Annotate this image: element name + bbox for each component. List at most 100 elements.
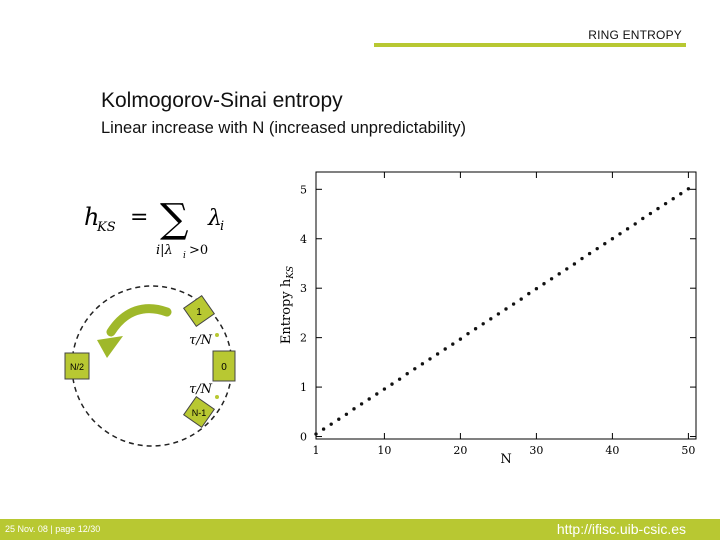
data-point: [314, 432, 318, 436]
header-accent-line: [374, 43, 686, 47]
data-point: [625, 227, 630, 231]
y-tick-label: 2: [300, 332, 307, 345]
y-axis-label: Entropy hKS: [279, 266, 296, 344]
data-point: [656, 206, 660, 211]
data-point: [618, 232, 622, 236]
formula-condition: i|λ: [156, 243, 173, 258]
data-point: [603, 241, 607, 246]
x-tick-label: 10: [377, 444, 391, 457]
formula-condition-subscript: i: [183, 251, 186, 261]
delay-label-bottom: τ/N: [189, 382, 213, 397]
data-point: [443, 347, 447, 351]
data-point: [549, 277, 554, 281]
delay-label-top: τ/N: [189, 333, 213, 348]
rotation-arrow: [106, 304, 172, 337]
x-axis-label: N: [500, 452, 511, 467]
data-point: [633, 222, 637, 226]
data-point: [435, 352, 440, 356]
x-tick-label: 50: [681, 444, 695, 457]
data-point: [572, 262, 577, 266]
y-axis-label-subscript: KS: [286, 266, 296, 280]
footer-date-page: 25 Nov. 08 | page 12/30: [5, 524, 101, 534]
ring-joint-dot: [215, 333, 219, 337]
data-point: [390, 382, 394, 386]
data-point: [337, 417, 341, 421]
data-point: [382, 387, 387, 391]
data-point: [686, 187, 691, 191]
ring-node-1: 1: [182, 294, 216, 328]
x-tick-label: 20: [453, 444, 467, 457]
data-point: [420, 362, 425, 366]
data-point: [671, 197, 675, 201]
data-point: [481, 322, 485, 326]
data-point: [595, 246, 599, 251]
data-point: [413, 367, 417, 371]
data-point: [587, 251, 592, 256]
formula-term: λ: [207, 206, 222, 231]
slide-title: Kolmogorov-Sinai entropy: [101, 89, 343, 112]
formula-lhs: h: [84, 203, 99, 231]
svg-text:N/2: N/2: [70, 362, 84, 372]
data-point: [610, 237, 615, 241]
data-point: [489, 317, 493, 321]
data-point: [329, 422, 333, 426]
data-point: [534, 286, 539, 291]
y-tick-label: 3: [300, 282, 307, 295]
data-point: [504, 307, 508, 311]
x-tick-label: 40: [605, 444, 619, 457]
data-point: [473, 327, 478, 331]
data-point: [451, 342, 455, 346]
formula-lhs-subscript: KS: [96, 220, 116, 235]
y-tick-label: 1: [300, 381, 307, 394]
svg-text:0: 0: [221, 362, 227, 373]
data-point: [321, 427, 326, 431]
svg-text:N-1: N-1: [192, 408, 207, 418]
plot-frame: [315, 171, 697, 440]
y-tick-label: 4: [300, 233, 307, 246]
data-point: [565, 267, 569, 271]
svg-text:1: 1: [196, 307, 202, 318]
data-point: [405, 372, 409, 376]
data-point: [359, 402, 364, 406]
y-axis-label-text: Entropy h: [279, 278, 294, 344]
section-label: RING ENTROPY: [588, 28, 682, 42]
y-tick-label: 0: [300, 431, 307, 444]
data-point: [466, 331, 470, 336]
data-point: [527, 291, 531, 296]
svg-text:Entropy hKS: Entropy hKS: [279, 266, 296, 344]
data-point: [580, 256, 584, 261]
data-point: [397, 377, 402, 381]
data-point: [648, 211, 653, 216]
rotation-arrow-head: [97, 336, 123, 358]
ring-node-n2: N/2: [64, 352, 90, 380]
data-point: [542, 282, 546, 286]
formula-sum-symbol: ∑: [160, 196, 189, 242]
data-point: [519, 297, 523, 301]
ring-joint-dot: [215, 395, 219, 399]
data-point: [375, 392, 379, 396]
ring-diagram: 1 0 N/2 N-1 τ/N τ/N: [64, 285, 236, 447]
data-point: [367, 397, 371, 401]
data-point: [679, 192, 683, 196]
data-point: [663, 201, 668, 206]
y-tick-label: 5: [300, 183, 307, 196]
data-point: [641, 216, 645, 221]
data-point: [352, 407, 356, 411]
footer-url[interactable]: http://ifisc.uib-csic.es: [556, 521, 686, 537]
x-tick-label: 1: [313, 444, 320, 457]
formula-condition-tail: >0: [189, 243, 208, 258]
data-point: [511, 302, 516, 306]
x-tick-label: 30: [529, 444, 543, 457]
formula-equals: =: [130, 205, 148, 230]
footer-bar: 25 Nov. 08 | page 12/30 http://ifisc.uib…: [0, 519, 720, 540]
ks-entropy-formula: h KS = ∑ λ i i|λ i >0: [84, 196, 224, 261]
data-point: [428, 357, 432, 361]
data-point: [458, 337, 463, 341]
slide-subtitle: Linear increase with N (increased unpred…: [101, 119, 467, 137]
data-point: [496, 312, 501, 316]
formula-term-subscript: i: [220, 219, 224, 234]
ring-node-0: 0: [212, 350, 236, 382]
data-point: [557, 272, 561, 276]
data-point: [344, 412, 349, 416]
